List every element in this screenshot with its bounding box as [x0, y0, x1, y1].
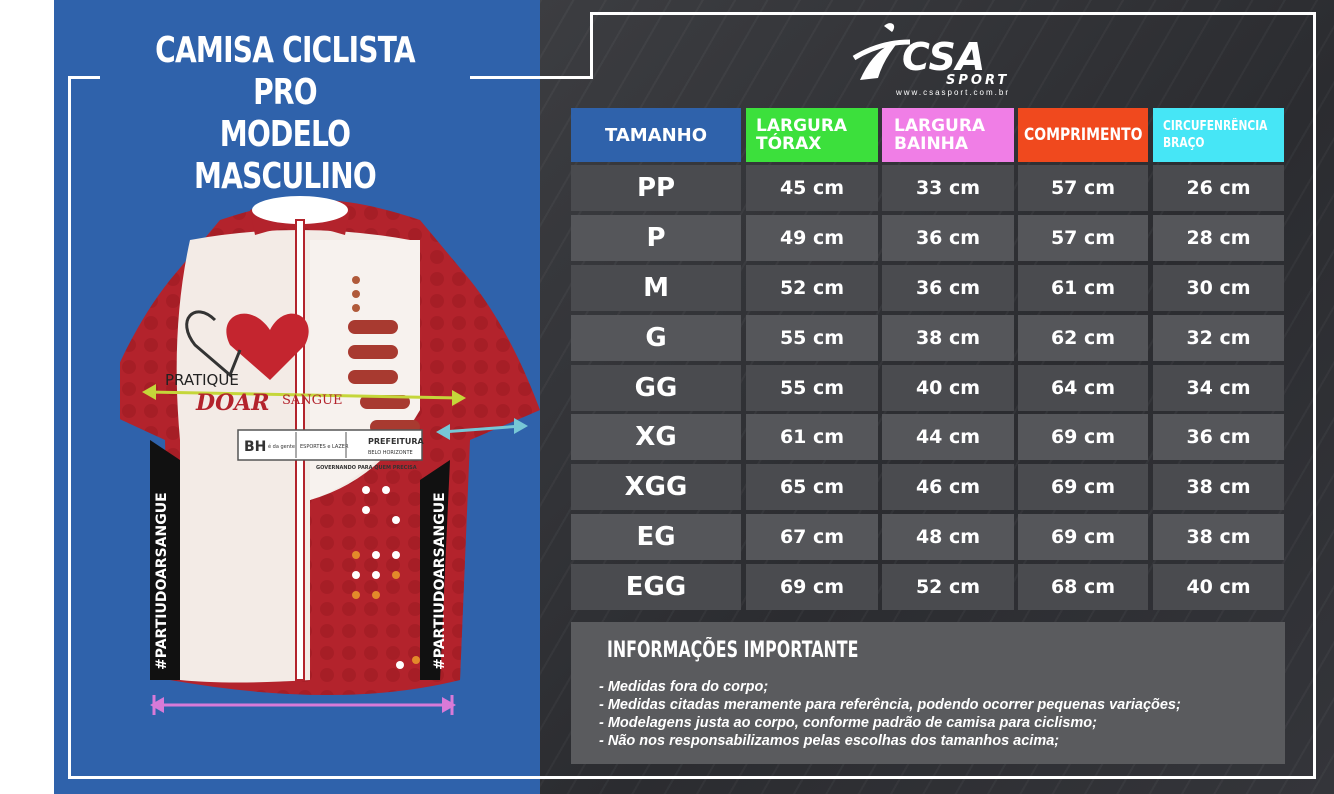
cell-chest: 49 cm	[746, 215, 878, 261]
cell-length: 69 cm	[1018, 514, 1148, 560]
cell-length: 68 cm	[1018, 564, 1148, 610]
cell-hem: 52 cm	[882, 564, 1014, 610]
cell-chest: 67 cm	[746, 514, 878, 560]
cell-arm: 32 cm	[1153, 315, 1284, 361]
cell-chest: 55 cm	[746, 365, 878, 411]
info-item: - Modelagens justa ao corpo, conforme pa…	[599, 715, 1097, 731]
cell-size: GG	[571, 365, 741, 411]
header-length-label: COMPRIMENTO	[1023, 125, 1143, 145]
cell-size: P	[571, 215, 741, 261]
cell-size: XG	[571, 414, 741, 460]
frame-line-right	[1313, 12, 1316, 778]
cell-hem: 33 cm	[882, 165, 1014, 211]
cell-size: G	[571, 315, 741, 361]
cell-size: XGG	[571, 464, 741, 510]
cell-chest: 45 cm	[746, 165, 878, 211]
header-hem-width: LARGURA BAINHA	[882, 108, 1014, 162]
cell-length: 64 cm	[1018, 365, 1148, 411]
cell-hem: 38 cm	[882, 315, 1014, 361]
frame-line-vert-right	[590, 12, 593, 79]
brand-url: www.csasport.com.br	[895, 88, 1010, 97]
header-length: COMPRIMENTO	[1018, 108, 1148, 162]
frame-line-top	[590, 12, 1316, 15]
brand-name: CSA	[902, 35, 985, 79]
info-item: - Medidas fora do corpo;	[599, 679, 769, 695]
cell-arm: 38 cm	[1153, 464, 1284, 510]
page-title: CAMISA CICLISTA PRO MODELO MASCULINO	[141, 30, 430, 198]
jersey-sponsor-bh: BH	[244, 439, 266, 455]
frame-line-left	[68, 76, 71, 776]
header-chest-line-1: LARGURA	[756, 116, 848, 136]
cell-arm: 26 cm	[1153, 165, 1284, 211]
header-size-label: TAMANHO	[604, 124, 708, 146]
frame-line-bottom	[68, 776, 1316, 779]
jersey-text-sangue: SANGUE	[282, 393, 343, 408]
cell-hem: 48 cm	[882, 514, 1014, 560]
cell-length: 69 cm	[1018, 464, 1148, 510]
header-arm-line-1: CIRCUFENRÊNCIA	[1163, 119, 1268, 134]
cell-arm: 40 cm	[1153, 564, 1284, 610]
cell-length: 69 cm	[1018, 414, 1148, 460]
header-chest-width: LARGURA TÓRAX	[746, 108, 878, 162]
jersey-sponsor-bh-city: BELO HORIZONTE	[368, 450, 413, 456]
cell-hem: 44 cm	[882, 414, 1014, 460]
cell-arm: 34 cm	[1153, 365, 1284, 411]
cell-hem: 36 cm	[882, 215, 1014, 261]
cell-arm: 36 cm	[1153, 414, 1284, 460]
frame-line-top-left	[68, 76, 100, 79]
cell-chest: 61 cm	[746, 414, 878, 460]
cell-chest: 52 cm	[746, 265, 878, 311]
frame-line-top-right	[470, 76, 592, 79]
info-item: - Não nos responsabilizamos pelas escolh…	[599, 733, 1060, 749]
title-line-2: MODELO MASCULINO	[193, 114, 377, 197]
jersey-illustration: PRATIQUE DOAR SANGUE BH é da gente ESPOR…	[120, 196, 540, 715]
cell-hem: 40 cm	[882, 365, 1014, 411]
brand-sub: SPORT	[946, 73, 1009, 88]
cell-length: 57 cm	[1018, 165, 1148, 211]
info-item: - Medidas citadas meramente para referên…	[599, 697, 1181, 713]
cell-size: M	[571, 265, 741, 311]
cell-size: EGG	[571, 564, 741, 610]
jersey-sponsor-esportes: ESPORTES e LAZER	[300, 444, 349, 450]
title-line-1: CAMISA CICLISTA PRO	[155, 30, 415, 113]
cell-chest: 69 cm	[746, 564, 878, 610]
cell-chest: 55 cm	[746, 315, 878, 361]
jersey-side-text-left: #PARTIUDOARSANGUE	[154, 492, 170, 670]
cell-length: 57 cm	[1018, 215, 1148, 261]
cell-chest: 65 cm	[746, 464, 878, 510]
jersey-sponsor-tagline: GOVERNANDO PARA QUEM PRECISA	[316, 465, 417, 471]
header-chest-line-2: TÓRAX	[756, 134, 822, 154]
header-hem-line-2: BAINHA	[894, 134, 969, 154]
cell-hem: 46 cm	[882, 464, 1014, 510]
info-title: INFORMAÇÕES IMPORTANTE	[607, 638, 859, 663]
jersey-side-text-right: #PARTIUDOARSANGUE	[432, 492, 448, 670]
jersey-text-doar: DOAR	[195, 390, 270, 416]
cell-size: EG	[571, 514, 741, 560]
jersey-sponsor-prefeitura: PREFEITURA	[368, 437, 425, 446]
info-box: INFORMAÇÕES IMPORTANTE - Medidas fora do…	[571, 622, 1285, 764]
cell-size: PP	[571, 165, 741, 211]
cell-arm: 28 cm	[1153, 215, 1284, 261]
cell-arm: 30 cm	[1153, 265, 1284, 311]
jersey-text-pratique: PRATIQUE	[165, 371, 239, 389]
header-size: TAMANHO	[571, 108, 741, 162]
cell-length: 61 cm	[1018, 265, 1148, 311]
brand-logo: CSA SPORT	[852, 23, 1009, 88]
header-hem-line-1: LARGURA	[894, 116, 986, 136]
cell-hem: 36 cm	[882, 265, 1014, 311]
header-arm-circumference: CIRCUFENRÊNCIA BRAÇO	[1153, 108, 1284, 162]
cell-arm: 38 cm	[1153, 514, 1284, 560]
header-arm-line-2: BRAÇO	[1163, 136, 1205, 151]
cell-length: 62 cm	[1018, 315, 1148, 361]
jersey-sponsor-bh-sub: é da gente	[268, 443, 295, 450]
info-list: - Medidas fora do corpo; - Medidas citad…	[599, 678, 1181, 750]
